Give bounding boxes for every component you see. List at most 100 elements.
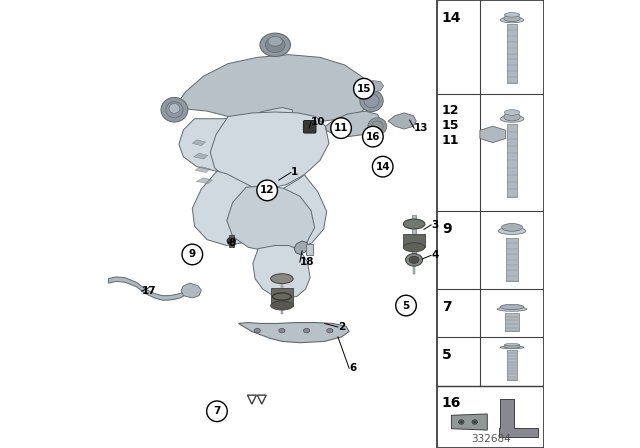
Polygon shape xyxy=(480,126,506,142)
Text: 14: 14 xyxy=(442,11,461,25)
Bar xyxy=(306,244,313,255)
Polygon shape xyxy=(361,81,383,93)
Ellipse shape xyxy=(371,121,383,132)
Text: 15: 15 xyxy=(356,84,371,94)
Bar xyxy=(413,257,415,274)
Polygon shape xyxy=(227,186,315,252)
Ellipse shape xyxy=(166,102,183,118)
Ellipse shape xyxy=(472,420,477,424)
Text: 7: 7 xyxy=(213,406,221,416)
Ellipse shape xyxy=(227,237,236,245)
Bar xyxy=(228,235,234,247)
Ellipse shape xyxy=(403,243,425,252)
Text: 332684: 332684 xyxy=(471,434,511,444)
Text: 9: 9 xyxy=(442,222,451,236)
Ellipse shape xyxy=(303,328,310,333)
Text: 2: 2 xyxy=(338,322,345,332)
Ellipse shape xyxy=(268,36,282,46)
Polygon shape xyxy=(257,175,327,250)
Polygon shape xyxy=(253,246,310,298)
Text: 10: 10 xyxy=(311,117,326,127)
Ellipse shape xyxy=(406,254,422,266)
Ellipse shape xyxy=(500,17,524,23)
Text: 16: 16 xyxy=(365,132,380,142)
Ellipse shape xyxy=(161,98,188,122)
Ellipse shape xyxy=(459,420,464,424)
Ellipse shape xyxy=(483,130,502,139)
Bar xyxy=(507,125,517,197)
Polygon shape xyxy=(499,399,538,437)
Polygon shape xyxy=(268,45,284,54)
Circle shape xyxy=(372,156,393,177)
Circle shape xyxy=(362,126,383,147)
Ellipse shape xyxy=(403,219,425,229)
Text: 4: 4 xyxy=(431,250,438,260)
Polygon shape xyxy=(192,140,206,146)
Ellipse shape xyxy=(498,228,526,234)
Text: 11: 11 xyxy=(442,134,460,146)
Ellipse shape xyxy=(504,344,520,346)
Ellipse shape xyxy=(504,15,520,22)
Text: 12: 12 xyxy=(260,185,275,195)
Ellipse shape xyxy=(364,94,379,108)
Text: 18: 18 xyxy=(300,257,314,267)
Bar xyxy=(412,215,416,256)
Polygon shape xyxy=(196,178,212,184)
Ellipse shape xyxy=(504,13,520,17)
Text: 17: 17 xyxy=(141,286,156,296)
Polygon shape xyxy=(181,283,202,298)
Circle shape xyxy=(331,118,351,138)
Text: 3: 3 xyxy=(431,220,438,230)
Ellipse shape xyxy=(260,33,291,56)
Bar xyxy=(507,350,517,380)
Polygon shape xyxy=(195,167,210,172)
Polygon shape xyxy=(194,153,208,159)
Bar xyxy=(507,25,517,83)
Polygon shape xyxy=(210,112,329,189)
Ellipse shape xyxy=(254,328,260,333)
Ellipse shape xyxy=(460,421,463,423)
Ellipse shape xyxy=(169,103,180,113)
Circle shape xyxy=(396,295,416,316)
Polygon shape xyxy=(179,108,293,171)
Circle shape xyxy=(354,78,374,99)
Text: 11: 11 xyxy=(334,123,348,133)
Ellipse shape xyxy=(474,421,476,423)
Text: 12: 12 xyxy=(442,104,460,117)
Circle shape xyxy=(257,180,278,201)
Ellipse shape xyxy=(504,345,520,348)
Polygon shape xyxy=(192,171,269,246)
Polygon shape xyxy=(109,277,191,300)
Ellipse shape xyxy=(271,301,293,310)
Polygon shape xyxy=(403,234,425,247)
Bar xyxy=(505,313,519,331)
Text: 13: 13 xyxy=(414,123,429,133)
Ellipse shape xyxy=(500,304,524,310)
Text: 1: 1 xyxy=(291,168,298,177)
Ellipse shape xyxy=(500,346,524,349)
Ellipse shape xyxy=(368,118,387,135)
Ellipse shape xyxy=(360,90,383,112)
Ellipse shape xyxy=(500,115,524,122)
Polygon shape xyxy=(174,55,371,123)
Ellipse shape xyxy=(409,256,419,263)
Text: 7: 7 xyxy=(442,300,451,314)
Ellipse shape xyxy=(326,328,333,333)
Bar xyxy=(506,238,518,281)
Circle shape xyxy=(182,244,203,265)
Text: 9: 9 xyxy=(189,250,196,259)
Polygon shape xyxy=(325,111,382,137)
Ellipse shape xyxy=(497,307,527,311)
Text: 5: 5 xyxy=(403,301,410,310)
Text: 14: 14 xyxy=(376,162,390,172)
Polygon shape xyxy=(294,241,309,254)
Text: 15: 15 xyxy=(442,119,460,132)
Polygon shape xyxy=(239,323,349,343)
Bar xyxy=(280,275,284,314)
FancyBboxPatch shape xyxy=(303,121,316,133)
Text: 6: 6 xyxy=(349,363,356,373)
Polygon shape xyxy=(271,288,293,306)
Ellipse shape xyxy=(504,112,520,121)
Ellipse shape xyxy=(266,37,285,53)
Ellipse shape xyxy=(279,328,285,333)
